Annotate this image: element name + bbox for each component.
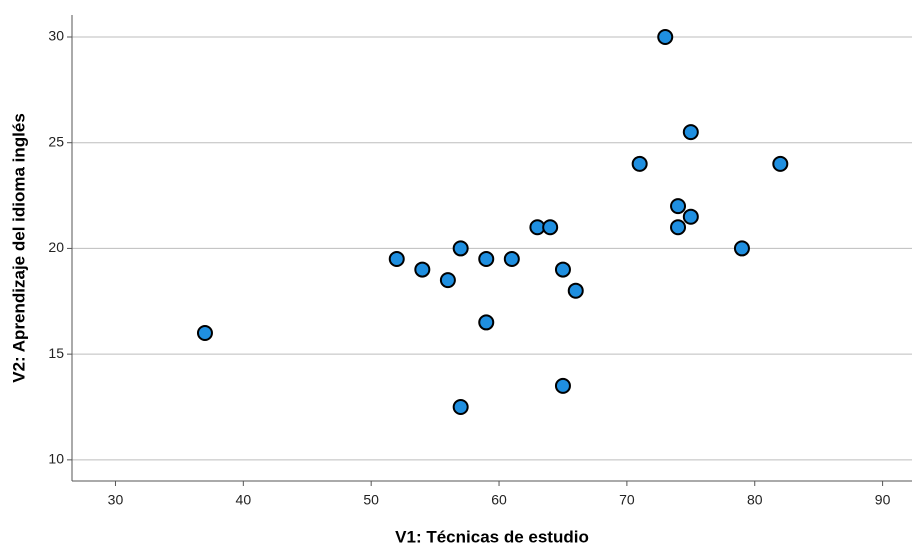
x-tick-label: 50 bbox=[363, 492, 379, 508]
point bbox=[452, 240, 469, 257]
point bbox=[631, 155, 648, 172]
point bbox=[503, 250, 520, 267]
y-tick-label: 20 bbox=[48, 239, 64, 255]
x-tick-label: 30 bbox=[108, 492, 124, 508]
x-axis-title: V1: Técnicas de estudio bbox=[395, 527, 589, 546]
point bbox=[388, 250, 405, 267]
point bbox=[657, 28, 674, 45]
point bbox=[478, 314, 495, 331]
point bbox=[733, 240, 750, 257]
point bbox=[682, 124, 699, 141]
point bbox=[414, 261, 431, 278]
y-tick-label: 10 bbox=[48, 451, 64, 467]
x-tick-label: 90 bbox=[875, 492, 891, 508]
y-tick-label: 30 bbox=[48, 28, 64, 44]
point bbox=[567, 282, 584, 299]
x-tick-label: 80 bbox=[747, 492, 763, 508]
point bbox=[670, 198, 687, 215]
point bbox=[670, 219, 687, 236]
x-tick-label: 60 bbox=[491, 492, 507, 508]
point bbox=[554, 377, 571, 394]
point bbox=[682, 208, 699, 225]
y-axis-title: V2: Aprendizaje del idioma inglés bbox=[9, 113, 28, 383]
point bbox=[196, 324, 213, 341]
point bbox=[542, 219, 559, 236]
x-tick-label: 70 bbox=[619, 492, 635, 508]
point bbox=[554, 261, 571, 278]
x-tick-label: 40 bbox=[236, 492, 252, 508]
y-tick-label: 25 bbox=[48, 133, 64, 149]
point bbox=[772, 155, 789, 172]
y-tick-label: 15 bbox=[48, 345, 64, 361]
point bbox=[478, 250, 495, 267]
point bbox=[439, 272, 456, 289]
point bbox=[452, 398, 469, 415]
